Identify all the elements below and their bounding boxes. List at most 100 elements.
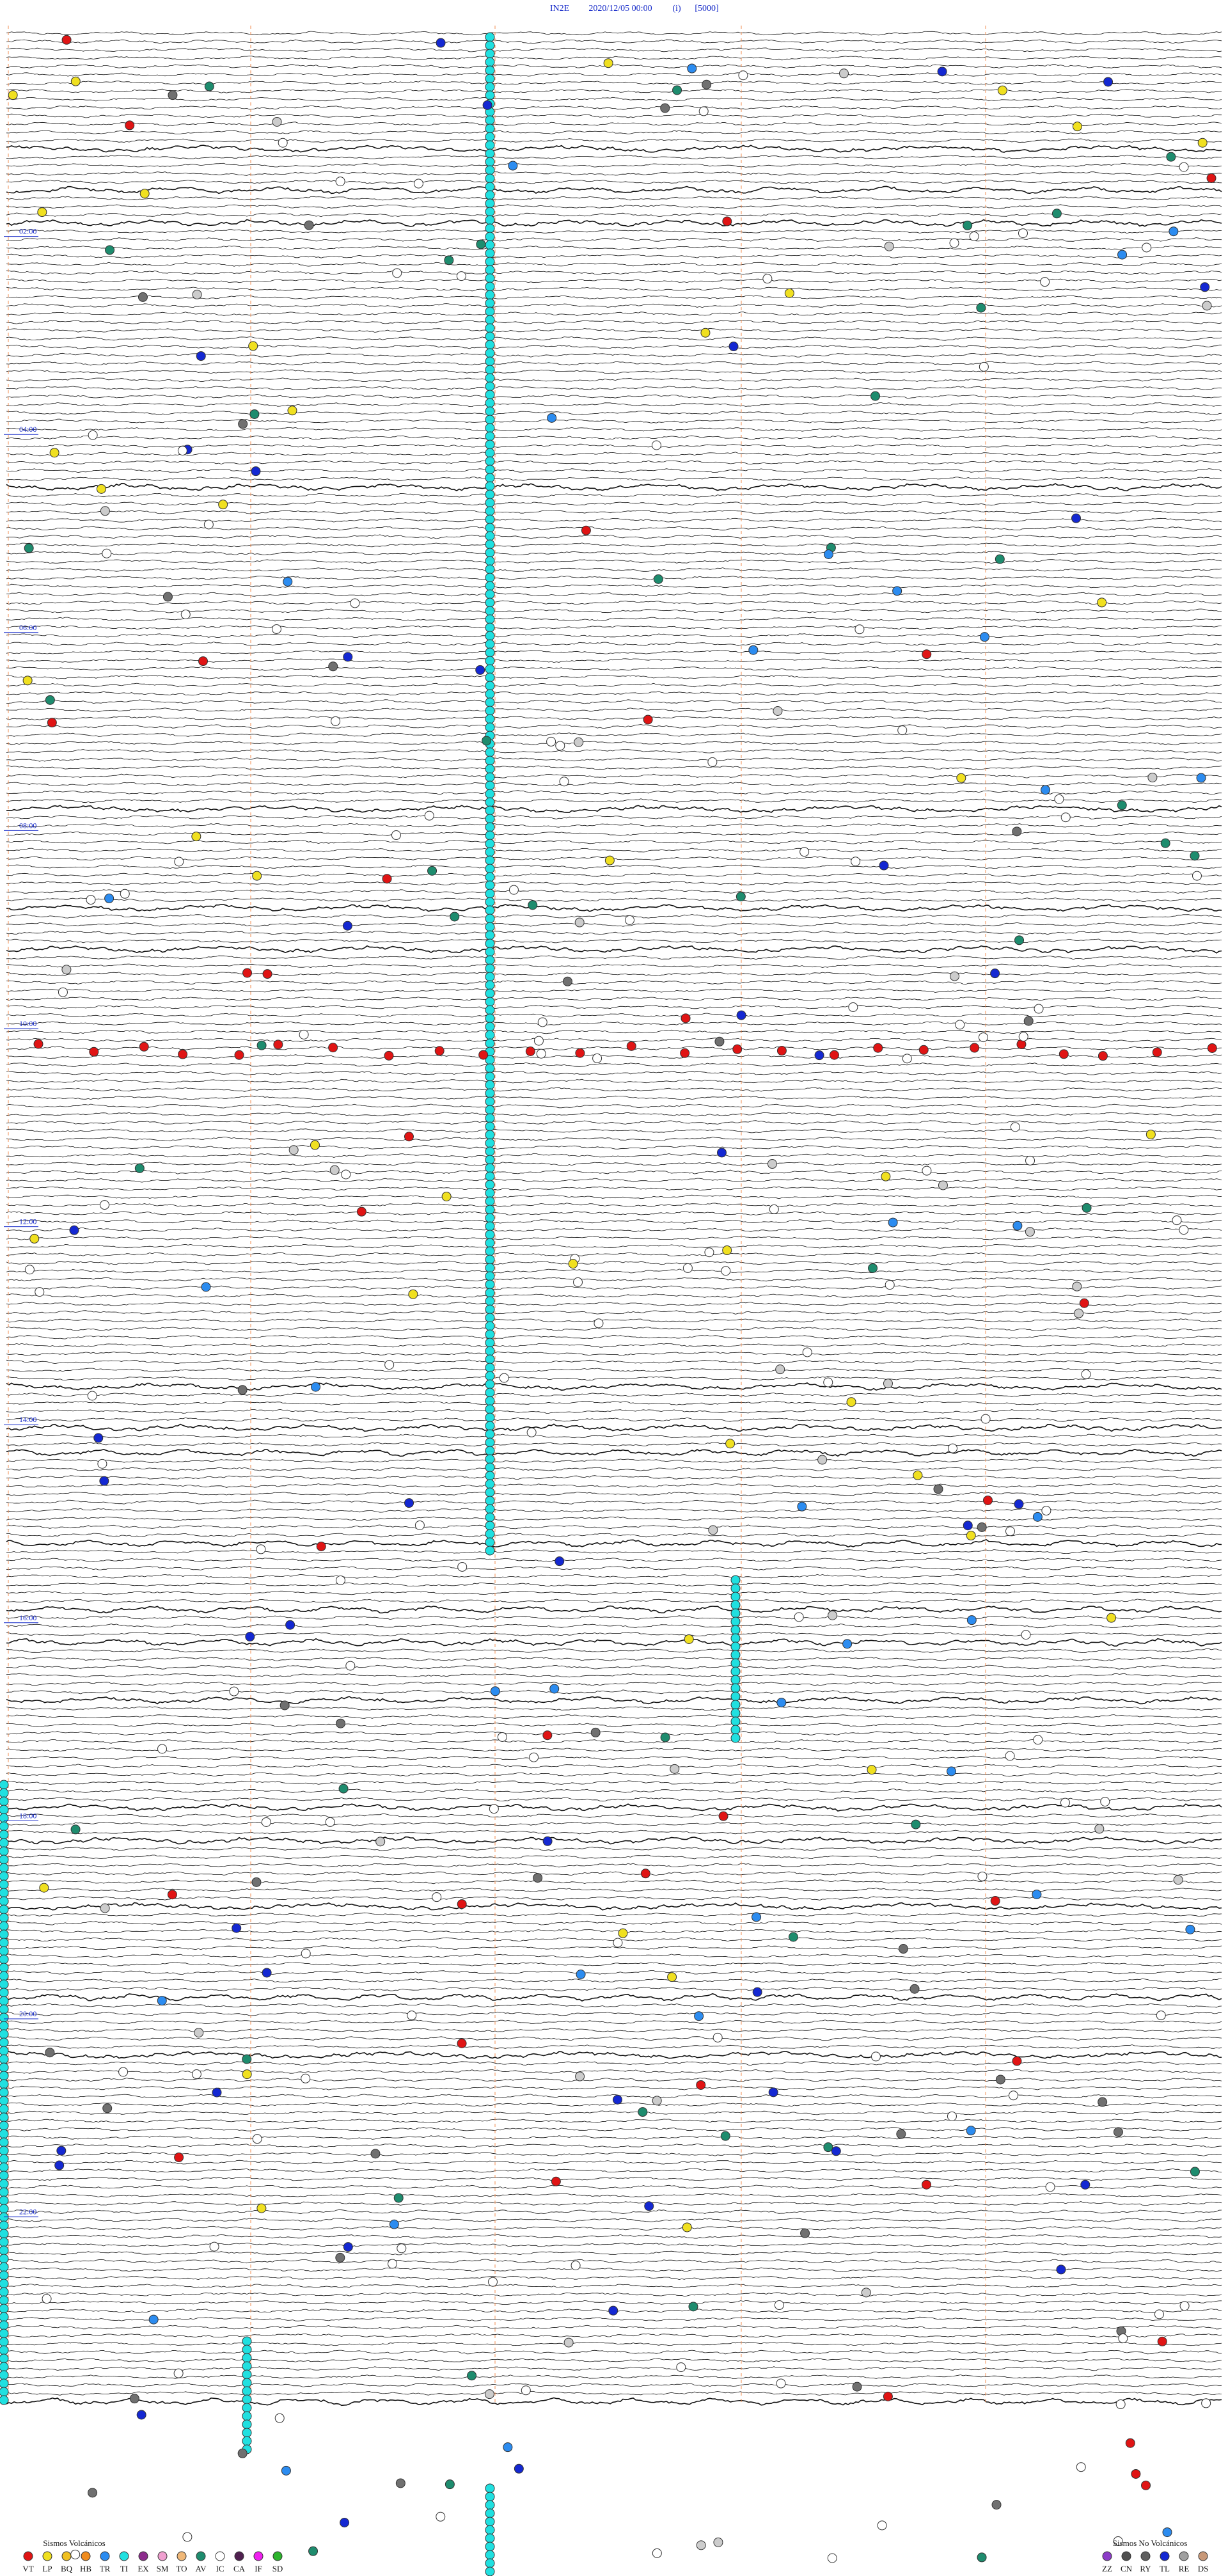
event-marker	[1012, 1221, 1023, 1231]
trace	[6, 1070, 1222, 1075]
event-marker	[1021, 1630, 1031, 1640]
event-marker	[382, 874, 392, 884]
event-marker	[0, 2170, 9, 2181]
trace	[6, 1046, 1222, 1051]
event-marker	[1147, 772, 1158, 782]
event-marker	[0, 1954, 9, 1964]
event-marker	[424, 810, 434, 821]
trace	[6, 2011, 1222, 2016]
event-marker	[252, 871, 262, 881]
trace	[6, 1054, 1222, 1059]
trace	[6, 732, 1222, 738]
event-marker	[242, 2386, 252, 2396]
trace	[6, 1739, 1222, 1744]
event-marker	[868, 1263, 878, 1273]
event-marker	[485, 2533, 495, 2543]
event-marker	[829, 1050, 839, 1060]
trace	[6, 1632, 1222, 1637]
event-marker	[684, 1634, 694, 1644]
event-marker	[485, 240, 495, 250]
trace	[6, 1696, 1222, 1705]
event-marker	[0, 1805, 9, 1815]
event-marker	[434, 1046, 445, 1056]
trace	[6, 831, 1222, 836]
event-marker	[1097, 597, 1107, 608]
event-marker	[485, 1545, 495, 1556]
event-marker	[485, 2525, 495, 2535]
legend-marker	[23, 2551, 33, 2561]
event-marker	[408, 1289, 418, 1299]
event-marker	[730, 1650, 741, 1660]
event-marker	[688, 2302, 698, 2312]
legend-marker	[196, 2551, 206, 2561]
event-marker	[546, 736, 556, 747]
event-marker	[485, 340, 495, 350]
trace	[6, 757, 1222, 762]
event-marker	[1113, 2127, 1123, 2137]
event-marker	[732, 1044, 743, 1054]
trace	[6, 765, 1222, 770]
trace	[6, 212, 1222, 217]
event-marker	[24, 1265, 35, 1275]
event-marker	[218, 500, 228, 510]
event-marker	[0, 2353, 9, 2364]
trace	[6, 97, 1222, 102]
trace	[6, 1755, 1222, 1760]
event-marker	[485, 1213, 495, 1223]
event-marker	[485, 1071, 495, 1082]
trace	[6, 575, 1222, 580]
event-marker	[436, 2511, 446, 2522]
event-marker	[242, 2344, 252, 2355]
event-marker	[485, 1063, 495, 1073]
event-marker	[271, 624, 281, 634]
event-marker	[1032, 1512, 1043, 1522]
event-marker	[485, 1138, 495, 1148]
trace	[6, 1062, 1222, 1067]
event-marker	[1131, 2469, 1141, 2479]
legend-code: IC	[216, 2564, 224, 2573]
event-marker	[485, 722, 495, 732]
event-marker	[485, 1121, 495, 1132]
event-marker	[1014, 1499, 1024, 1509]
trace	[6, 873, 1222, 878]
trace	[6, 1475, 1222, 1480]
trace	[6, 2127, 1222, 2132]
event-marker	[0, 2303, 9, 2314]
trace	[6, 88, 1222, 93]
event-marker	[485, 365, 495, 375]
event-marker	[485, 1221, 495, 1231]
event-marker	[497, 1732, 507, 1742]
event-marker	[201, 1282, 211, 1292]
event-marker	[22, 676, 33, 686]
event-marker	[485, 1313, 495, 1323]
event-marker	[1154, 2309, 1164, 2319]
trace	[6, 1689, 1222, 1695]
event-marker	[237, 2448, 248, 2458]
event-marker	[997, 85, 1007, 95]
legend-marker	[272, 2551, 283, 2561]
event-marker	[485, 1038, 495, 1048]
trace	[6, 31, 1222, 36]
event-marker	[328, 661, 338, 672]
event-marker	[485, 1005, 495, 1015]
event-marker	[33, 1039, 43, 1049]
trace	[6, 1492, 1222, 1496]
trace	[6, 2110, 1222, 2115]
trace	[6, 2051, 1222, 2059]
event-marker	[283, 576, 293, 587]
event-marker	[485, 1454, 495, 1464]
event-marker	[575, 1048, 585, 1058]
trace	[6, 1211, 1222, 1216]
event-marker	[1117, 249, 1128, 260]
event-marker	[682, 2222, 692, 2232]
event-marker	[345, 1661, 356, 1671]
trace	[6, 1244, 1222, 1249]
event-marker	[487, 2277, 498, 2287]
trace	[6, 1929, 1222, 1934]
event-marker	[485, 1205, 495, 1215]
legend-code: VT	[22, 2564, 33, 2573]
trace	[6, 493, 1222, 498]
event-marker	[1081, 1369, 1091, 1379]
event-marker	[444, 255, 454, 265]
event-marker	[896, 2129, 906, 2139]
